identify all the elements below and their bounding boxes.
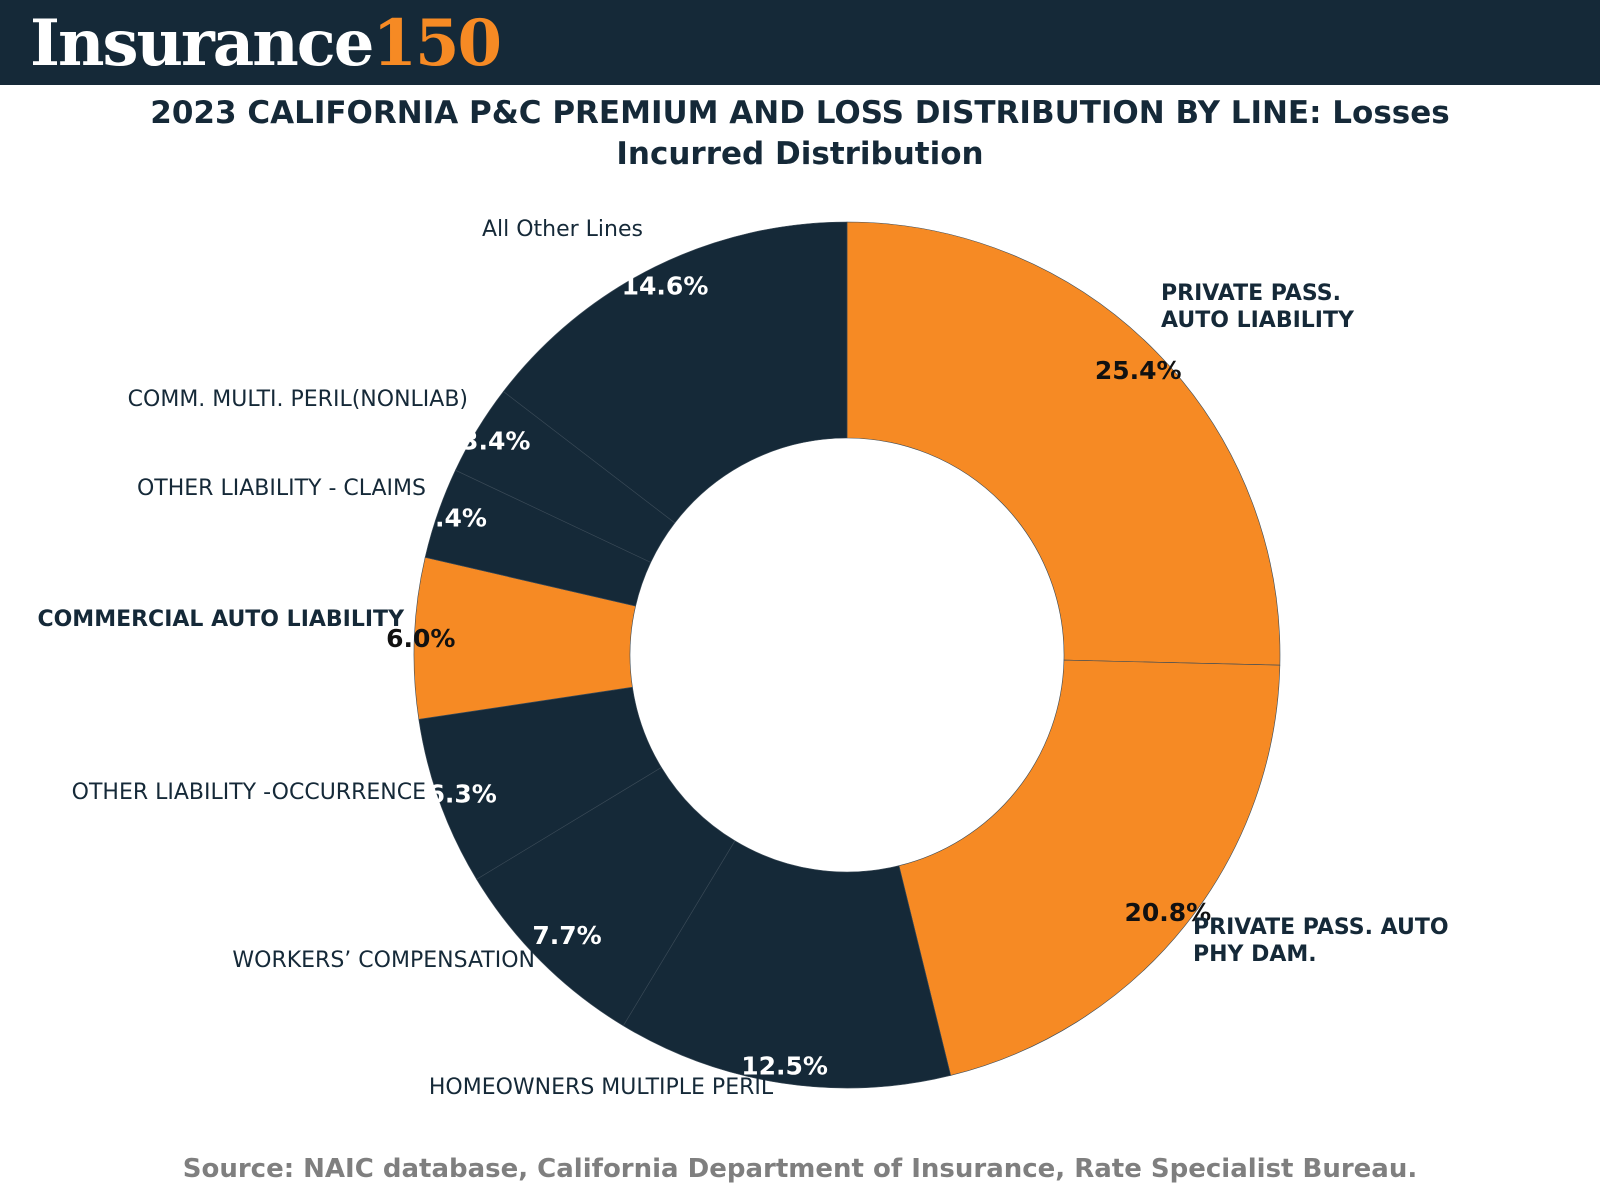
logo-number: 150 xyxy=(372,6,502,81)
category-label-all-other-lines: All Other Lines xyxy=(482,217,643,242)
category-label-commercial-auto-liability: COMMERCIAL AUTO LIABILITY xyxy=(37,607,405,632)
value-label-other-liability-claims: 3.4% xyxy=(418,503,487,532)
slice-homeowners-multiple-peril xyxy=(622,840,951,1089)
chart-title: 2023 CALIFORNIA P&C PREMIUM AND LOSS DIS… xyxy=(150,95,1450,172)
category-label-other-liability-claims: OTHER LIABILITY - CLAIMS xyxy=(137,476,426,501)
slice-private-pass-auto-phy-dam xyxy=(898,659,1281,1076)
category-label-line: HOMEOWNERS MULTIPLE PERIL xyxy=(429,1075,774,1100)
category-label-line: WORKERS’ COMPENSATION xyxy=(232,948,535,973)
value-label-all-other-lines: 14.6% xyxy=(622,272,709,301)
value-label-homeowners-multiple-peril: 12.5% xyxy=(741,1052,828,1081)
category-label-line: All Other Lines xyxy=(482,217,643,242)
category-label-comm-multi-peril-nonliab: COMM. MULTI. PERIL(NONLIAB) xyxy=(128,387,468,412)
value-label-other-liability-occurrence: 6.3% xyxy=(427,780,496,809)
value-label-commercial-auto-liability: 6.0% xyxy=(386,624,455,653)
insurance150-logo: Insurance150 xyxy=(30,4,502,84)
value-label-private-pass-auto-phy-dam: 20.8% xyxy=(1124,898,1211,927)
category-label-line: COMM. MULTI. PERIL(NONLIAB) xyxy=(128,387,468,412)
value-label-private-pass-auto-liability: 25.4% xyxy=(1095,356,1182,385)
category-label-line: AUTO LIABILITY xyxy=(1161,308,1355,333)
category-label-private-pass-auto-phy-dam: PRIVATE PASS. AUTO PHY DAM. xyxy=(1193,915,1449,967)
category-label-line: PHY DAM. xyxy=(1193,942,1317,967)
slice-all-other-lines xyxy=(503,221,848,524)
category-label-line: COMMERCIAL AUTO LIABILITY xyxy=(37,607,405,632)
category-label-line: PRIVATE PASS. xyxy=(1161,281,1341,306)
logo-word: Insurance xyxy=(30,6,374,81)
value-label-workers-compensation: 7.7% xyxy=(532,921,601,950)
category-label-line: OTHER LIABILITY -OCCURRENCE xyxy=(72,780,426,805)
category-label-private-pass-auto-liability: PRIVATE PASS. AUTO LIABILITY xyxy=(1161,281,1355,333)
source-note: Source: NAIC database, California Depart… xyxy=(182,1154,1418,1184)
category-label-homeowners-multiple-peril: HOMEOWNERS MULTIPLE PERIL xyxy=(429,1075,774,1100)
slice-private-pass-auto-liability xyxy=(846,221,1281,666)
category-label-line: PRIVATE PASS. AUTO xyxy=(1193,915,1449,940)
category-label-other-liability-occurrence: OTHER LIABILITY -OCCURRENCE xyxy=(72,780,426,805)
category-label-workers-compensation: WORKERS’ COMPENSATION xyxy=(232,948,535,973)
value-label-comm-multi-peril-nonliab: 3.4% xyxy=(461,426,530,455)
category-label-line: OTHER LIABILITY - CLAIMS xyxy=(137,476,426,501)
brand-header: Insurance150 xyxy=(0,0,1600,85)
